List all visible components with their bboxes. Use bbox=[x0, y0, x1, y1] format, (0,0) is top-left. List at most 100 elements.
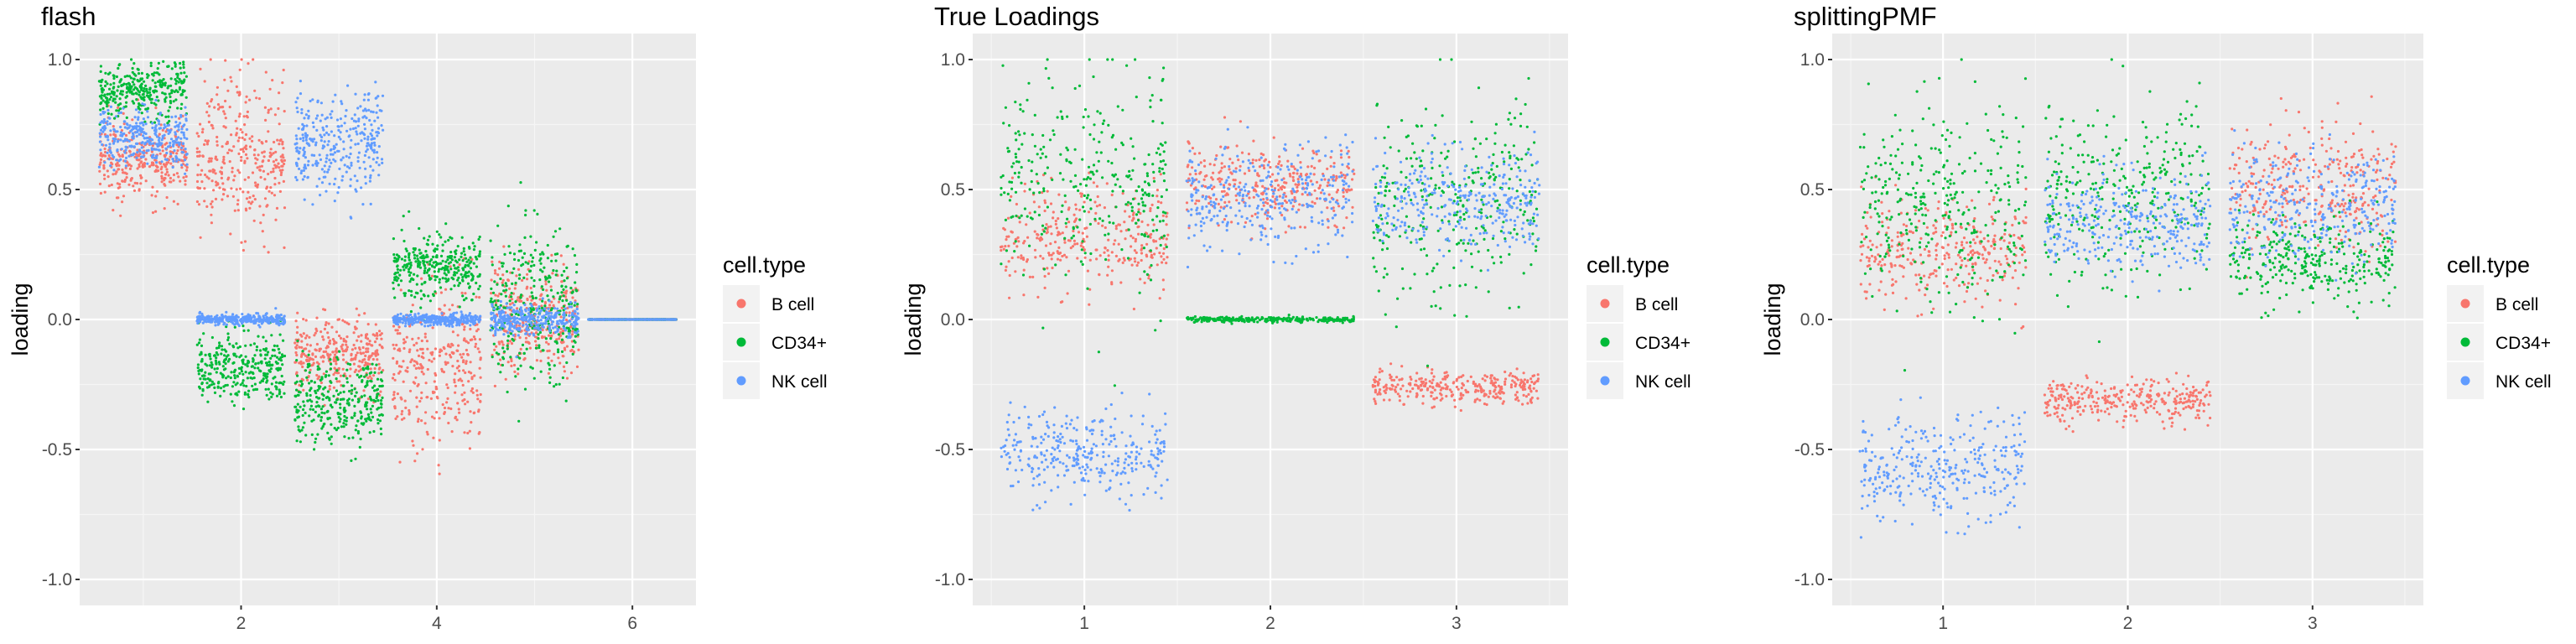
data-point bbox=[471, 274, 475, 278]
data-point bbox=[371, 158, 375, 161]
data-point bbox=[272, 170, 275, 174]
data-point bbox=[154, 130, 158, 133]
data-point bbox=[350, 358, 353, 361]
data-point bbox=[283, 314, 286, 318]
data-point bbox=[109, 96, 113, 99]
data-point bbox=[558, 382, 561, 386]
data-point bbox=[169, 153, 173, 156]
data-point bbox=[263, 106, 267, 109]
data-point bbox=[563, 269, 566, 273]
data-point bbox=[420, 391, 423, 394]
data-point bbox=[438, 278, 442, 281]
data-point bbox=[219, 371, 222, 375]
data-point bbox=[281, 153, 284, 157]
data-point bbox=[131, 118, 134, 122]
data-point bbox=[526, 273, 529, 276]
data-point bbox=[409, 309, 413, 314]
data-point bbox=[449, 251, 453, 254]
data-point bbox=[458, 369, 461, 372]
data-point bbox=[346, 399, 350, 402]
data-point bbox=[527, 262, 530, 265]
data-point bbox=[373, 334, 377, 337]
data-point bbox=[342, 384, 345, 387]
data-point bbox=[376, 151, 379, 154]
data-point bbox=[348, 134, 351, 138]
data-point bbox=[502, 289, 506, 293]
data-point bbox=[275, 394, 279, 397]
data-point bbox=[116, 89, 119, 92]
data-point bbox=[311, 408, 315, 412]
data-point bbox=[452, 351, 455, 355]
data-point bbox=[151, 79, 154, 82]
data-point bbox=[395, 253, 399, 257]
data-point bbox=[121, 153, 124, 157]
data-point bbox=[365, 419, 368, 423]
data-point bbox=[318, 405, 321, 408]
data-point bbox=[332, 342, 335, 345]
data-point bbox=[149, 98, 153, 101]
data-point bbox=[467, 341, 470, 345]
data-point bbox=[371, 386, 375, 389]
data-point bbox=[264, 70, 267, 74]
data-point bbox=[336, 412, 340, 415]
data-point bbox=[454, 252, 458, 256]
data-point bbox=[98, 182, 102, 185]
data-point bbox=[353, 370, 356, 374]
data-point bbox=[198, 387, 202, 390]
data-point bbox=[174, 141, 178, 144]
data-point bbox=[464, 292, 467, 295]
data-point bbox=[150, 161, 154, 164]
data-point bbox=[315, 128, 319, 132]
data-point bbox=[99, 158, 103, 161]
data-point bbox=[319, 101, 323, 105]
y-axis-label: loading bbox=[8, 283, 33, 356]
data-point bbox=[325, 370, 328, 373]
data-point bbox=[437, 270, 440, 273]
data-point bbox=[260, 164, 263, 168]
data-point bbox=[269, 107, 273, 111]
data-point bbox=[197, 369, 200, 372]
data-point bbox=[203, 200, 206, 203]
data-point bbox=[331, 153, 335, 156]
data-point bbox=[183, 89, 186, 92]
data-point bbox=[449, 236, 452, 239]
data-point bbox=[375, 395, 379, 398]
data-point bbox=[117, 85, 120, 88]
data-point bbox=[167, 115, 170, 118]
data-point bbox=[198, 311, 201, 314]
data-point bbox=[354, 394, 357, 397]
data-point bbox=[515, 274, 518, 278]
data-point bbox=[463, 391, 466, 394]
data-point bbox=[300, 112, 304, 115]
data-point bbox=[253, 366, 257, 370]
data-point bbox=[569, 325, 573, 329]
data-point bbox=[264, 118, 267, 122]
data-point bbox=[246, 377, 249, 380]
data-point bbox=[149, 93, 153, 96]
data-point bbox=[420, 323, 423, 326]
data-point bbox=[402, 346, 406, 351]
data-point bbox=[408, 351, 411, 354]
data-point bbox=[391, 377, 395, 380]
data-point bbox=[201, 127, 205, 131]
data-point bbox=[202, 332, 205, 335]
data-point bbox=[547, 371, 551, 375]
data-point bbox=[103, 161, 106, 164]
data-point bbox=[470, 257, 474, 261]
data-point bbox=[333, 134, 336, 138]
data-point bbox=[161, 149, 164, 153]
data-point bbox=[98, 140, 101, 143]
data-point bbox=[119, 102, 122, 106]
data-point bbox=[120, 148, 123, 151]
data-point bbox=[374, 80, 377, 84]
data-point bbox=[530, 291, 533, 294]
data-point bbox=[428, 262, 432, 266]
data-point bbox=[225, 355, 228, 358]
data-point bbox=[167, 174, 170, 177]
data-point bbox=[322, 338, 325, 341]
data-point bbox=[369, 408, 372, 411]
data-point bbox=[263, 197, 267, 200]
data-point bbox=[529, 286, 532, 290]
